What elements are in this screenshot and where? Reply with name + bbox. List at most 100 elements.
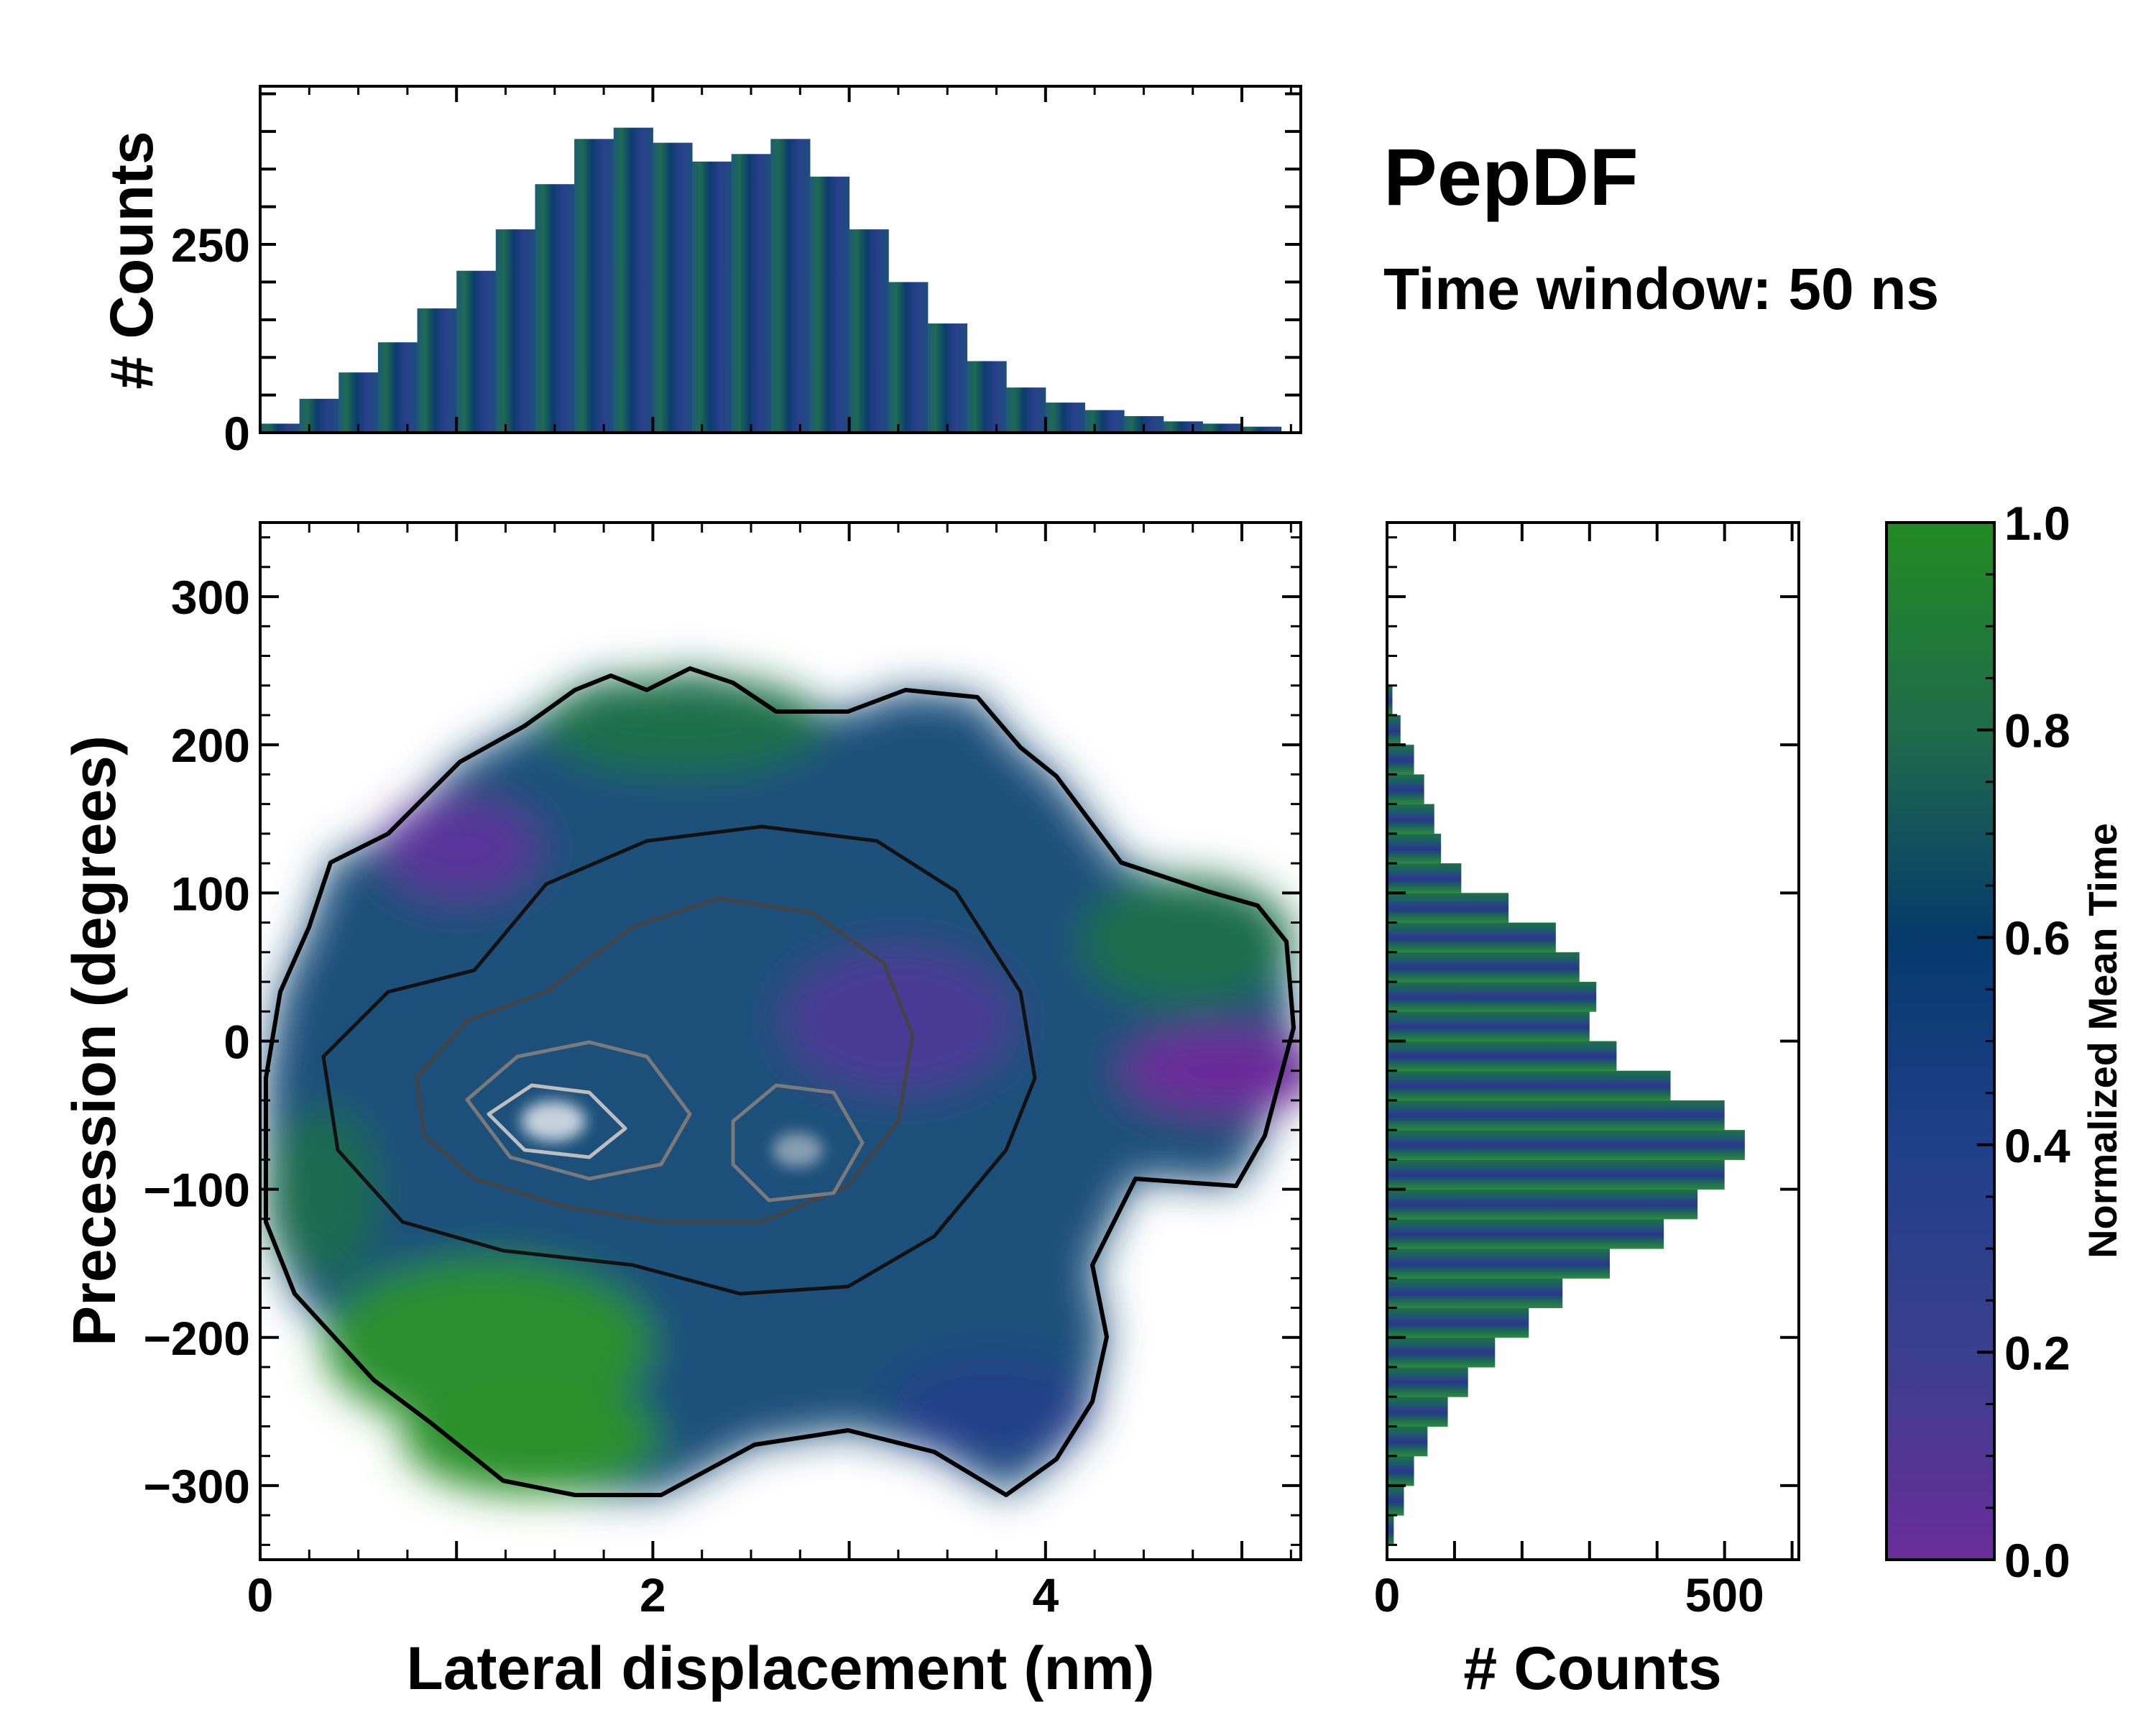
right-bar-16 bbox=[1387, 1041, 1617, 1072]
right-bar-3 bbox=[1387, 1426, 1428, 1457]
right-bar-5 bbox=[1387, 1367, 1468, 1397]
top-marginal-frame bbox=[259, 85, 1302, 434]
right-bar-24 bbox=[1387, 804, 1434, 834]
top-bar-20 bbox=[1045, 402, 1085, 433]
right-bar-2 bbox=[1387, 1455, 1414, 1486]
heatmap-region-green-top bbox=[539, 676, 826, 776]
top-marginal-ylabel: # Counts bbox=[98, 131, 165, 389]
figure-title: PepDF bbox=[1383, 132, 1639, 222]
heatmap-region-purple-center bbox=[783, 949, 1013, 1092]
density-contours bbox=[264, 666, 1296, 1497]
top-bar-1 bbox=[299, 398, 339, 433]
top-ytick-label-1: 250 bbox=[171, 218, 250, 272]
colorbar-tick-label-3: 0.6 bbox=[2004, 911, 2070, 965]
top-bar-10 bbox=[653, 142, 693, 433]
right-bar-28 bbox=[1387, 685, 1393, 716]
right-bar-0 bbox=[1387, 1515, 1394, 1545]
top-bar-14 bbox=[809, 176, 850, 433]
colorbar-tick-label-0: 0.0 bbox=[2004, 1534, 2070, 1587]
top-bar-17 bbox=[927, 323, 968, 433]
right-bar-12 bbox=[1387, 1159, 1725, 1190]
top-bar-13 bbox=[770, 139, 811, 433]
joint-ytick-label-2: −100 bbox=[143, 1164, 250, 1217]
colorbar: 0.0 0.2 0.4 0.6 0.8 1.0 Normalized Mean Time bbox=[1885, 497, 2125, 1587]
top-bar-11 bbox=[692, 161, 732, 433]
right-bar-9 bbox=[1387, 1248, 1610, 1279]
joint-ytick-label-5: 200 bbox=[171, 719, 250, 772]
right-bar-14 bbox=[1387, 1100, 1725, 1131]
contour-level-2 bbox=[415, 896, 915, 1224]
joint-heatmap-area bbox=[264, 666, 1301, 1497]
figure-subtitle: Time window: 50 ns bbox=[1383, 257, 1939, 322]
right-bar-15 bbox=[1387, 1070, 1671, 1101]
contour-outer bbox=[264, 666, 1296, 1497]
joint-plot: 0 2 4 −300 −200 −100 0 100 200 300 Lateral displa… bbox=[60, 521, 1302, 1702]
colorbar-label: Normalized Mean Time bbox=[2080, 823, 2125, 1259]
joint-ytick-label-4: 100 bbox=[171, 867, 250, 920]
joint-ytick-label-0: −300 bbox=[143, 1460, 250, 1513]
right-marginal-frame bbox=[1386, 521, 1800, 1561]
right-bar-20 bbox=[1387, 922, 1556, 953]
heatmap-region-green-lower bbox=[402, 1380, 661, 1495]
right-bar-26 bbox=[1387, 745, 1414, 775]
heatmap-region-purple-left bbox=[381, 798, 539, 898]
heatmap-region-teal-left bbox=[266, 1107, 381, 1279]
right-bar-4 bbox=[1387, 1397, 1448, 1427]
joint-ticks: 0 2 4 −300 −200 −100 0 100 200 300 bbox=[143, 523, 1301, 1622]
top-bar-7 bbox=[535, 184, 575, 433]
top-bar-12 bbox=[731, 154, 771, 433]
top-bar-8 bbox=[574, 139, 614, 433]
joint-frame bbox=[259, 521, 1302, 1561]
heatmap-region-blue-lower-right bbox=[891, 1358, 1092, 1459]
top-bar-6 bbox=[495, 229, 535, 433]
right-bar-13 bbox=[1387, 1130, 1745, 1160]
right-xtick-label-1: 500 bbox=[1685, 1568, 1764, 1622]
density-peak-2 bbox=[773, 1133, 823, 1167]
joint-ytick-label-3: 0 bbox=[224, 1016, 250, 1069]
contour-level-3b bbox=[731, 1083, 865, 1202]
colorbar-tick-label-5: 1.0 bbox=[2004, 497, 2070, 550]
heatmap-region-purple-right bbox=[1121, 1028, 1301, 1114]
right-bar-21 bbox=[1387, 893, 1509, 924]
colorbar-tick-label-1: 0.2 bbox=[2004, 1326, 2070, 1379]
colorbar-gradient bbox=[1886, 523, 1994, 1560]
top-bar-16 bbox=[888, 282, 929, 433]
right-bar-27 bbox=[1387, 714, 1401, 745]
heatmap-density bbox=[266, 668, 1301, 1495]
top-bar-3 bbox=[377, 342, 418, 433]
joint-xtick-label-1: 2 bbox=[640, 1568, 666, 1622]
top-bar-19 bbox=[1006, 387, 1046, 433]
right-bar-25 bbox=[1387, 774, 1424, 805]
right-bar-6 bbox=[1387, 1337, 1496, 1368]
joint-xlabel: Lateral displacement (nm) bbox=[407, 1634, 1155, 1702]
right-bar-17 bbox=[1387, 1011, 1590, 1041]
joint-xtick-label-2: 4 bbox=[1032, 1568, 1059, 1622]
right-marginal-ticks: 0 500 bbox=[1374, 523, 1799, 1622]
right-bar-23 bbox=[1387, 833, 1442, 864]
right-bar-18 bbox=[1387, 982, 1597, 1012]
top-bar-4 bbox=[417, 308, 457, 433]
contour-level-4 bbox=[487, 1083, 627, 1159]
right-marginal-bars bbox=[1387, 685, 1745, 1545]
top-bar-2 bbox=[338, 372, 379, 433]
top-bar-5 bbox=[456, 270, 497, 433]
top-bar-9 bbox=[613, 127, 653, 433]
density-peak-1 bbox=[521, 1101, 586, 1141]
top-bar-0 bbox=[260, 423, 300, 433]
right-bar-1 bbox=[1387, 1485, 1404, 1516]
right-bar-22 bbox=[1387, 863, 1462, 893]
top-marginal-plot: 0 250 # Counts bbox=[98, 85, 1302, 460]
right-bar-11 bbox=[1387, 1189, 1698, 1220]
top-bar-18 bbox=[967, 361, 1007, 433]
top-bar-15 bbox=[849, 229, 889, 433]
top-marginal-bars bbox=[260, 127, 1282, 433]
joint-xtick-label-0: 0 bbox=[247, 1568, 274, 1622]
joint-ylabel: Precession (degrees) bbox=[60, 735, 128, 1346]
density-peaks bbox=[521, 1101, 823, 1167]
top-ytick-label-0: 0 bbox=[224, 407, 250, 460]
contour-level-1 bbox=[321, 824, 1037, 1296]
top-bar-21 bbox=[1084, 410, 1125, 433]
joint-ytick-label-1: −200 bbox=[143, 1312, 250, 1365]
right-bar-8 bbox=[1387, 1278, 1563, 1309]
